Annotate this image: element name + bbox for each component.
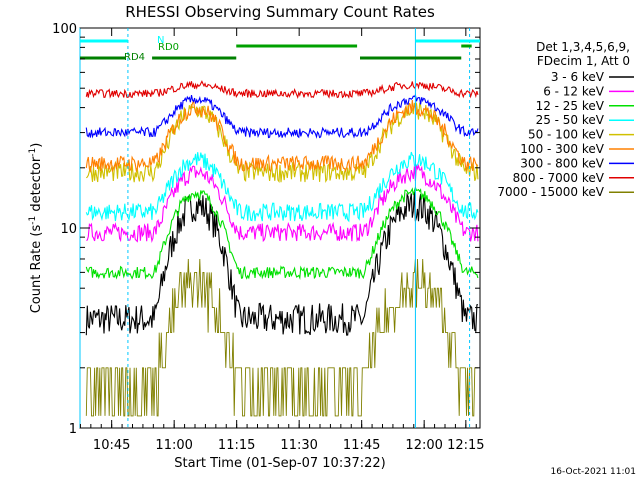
y-axis-label-main: Count Rate (s	[29, 225, 44, 314]
x-tick-label-2: 11:15	[218, 438, 255, 453]
legend-label-8: 7000 - 15000 keV	[497, 185, 604, 199]
legend-label-1: 6 - 12 keV	[543, 84, 605, 98]
series-layer	[79, 28, 479, 428]
legend: Det 1,3,4,5,6,9,FDecim 1, Att 0 3 - 6 keV…	[497, 40, 634, 199]
x-tick-label-4: 11:45	[343, 438, 380, 453]
series-line-2	[85, 185, 479, 280]
legend-label-5: 100 - 300 keV	[520, 142, 604, 156]
x-tick-label-3: 11:30	[280, 438, 317, 453]
legend-label-7: 800 - 7000 keV	[513, 171, 605, 185]
legend-header-0: Det 1,3,4,5,6,9,	[536, 40, 630, 54]
legend-label-0: 3 - 6 keV	[551, 70, 605, 84]
series-line-7	[85, 80, 479, 99]
legend-label-4: 50 - 100 keV	[528, 128, 605, 142]
x-tick-label-6: 12:15	[447, 438, 484, 453]
legend-header-1: FDecim 1, Att 0	[537, 54, 630, 68]
y-axis-label-mid: detector	[29, 156, 44, 216]
chart-title: RHESSI Observing Summary Count Rates	[125, 3, 435, 21]
y-tick-label-1: 10	[60, 222, 77, 237]
flag-label-1: RD0	[158, 42, 179, 53]
series-line-0	[85, 191, 479, 336]
series-line-1	[86, 163, 479, 244]
series-line-6	[85, 93, 479, 139]
series-line-5	[85, 100, 479, 173]
x-tick-label-1: 11:00	[155, 438, 192, 453]
legend-label-6: 300 - 800 keV	[520, 156, 604, 170]
y-tick-label-2: 100	[52, 22, 77, 37]
legend-label-3: 25 - 50 keV	[536, 113, 605, 127]
axes: 10:45 11:00 11:15 11:30 11:45 12:00 12:15 1 10 10…	[52, 22, 484, 453]
x-tick-label-0: 10:45	[93, 438, 130, 453]
flag-label-0: N	[157, 35, 164, 46]
series-line-4	[85, 102, 479, 183]
x-axis-label: Start Time (01-Sep-07 10:37:22)	[174, 456, 385, 471]
y-axis-label: Count Rate (s-1 detector-1)	[28, 143, 44, 314]
flag-label-2: RD4	[124, 52, 145, 63]
y-tick-label-0: 1	[69, 422, 77, 437]
series-line-3	[85, 151, 479, 223]
y-axis-label-end: )	[29, 143, 44, 148]
y-axis-label-sup1: -1	[28, 216, 38, 225]
timestamp: 16-Oct-2021 11:01	[551, 467, 636, 477]
x-tick-label-5: 12:00	[405, 438, 442, 453]
y-axis-label-sup2: -1	[28, 148, 38, 157]
legend-label-2: 12 - 25 keV	[536, 99, 605, 113]
series-line-8	[85, 258, 478, 417]
